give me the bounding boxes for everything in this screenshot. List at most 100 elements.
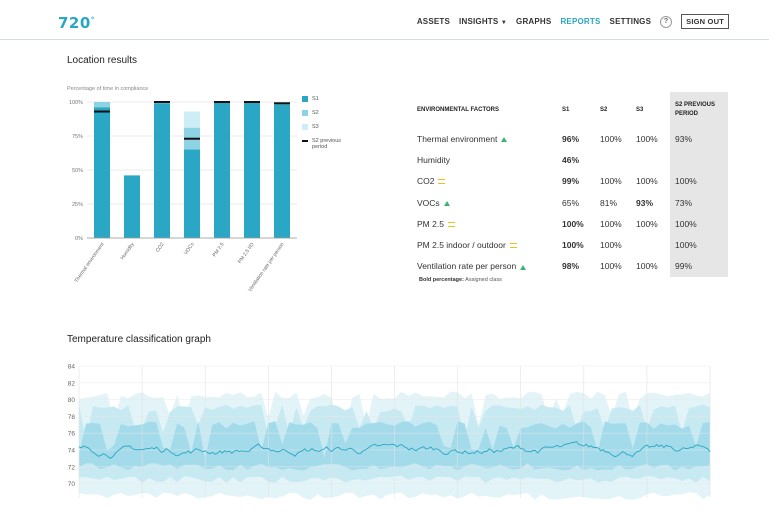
value-cell-s1: 100%	[562, 218, 584, 229]
x-tick-label: Thermal environment	[74, 241, 106, 284]
factor-cell: VOCs	[417, 192, 562, 213]
legend-item-s2: S2	[302, 110, 350, 116]
y-tick-label: 70	[68, 481, 76, 488]
trend-up-icon	[443, 200, 450, 206]
x-tick-label: PM 2.5 I/O	[237, 242, 256, 265]
factor-cell: PM 2.5 indoor / outdoor	[417, 234, 562, 255]
top-navigation-bar: 720° ASSETS INSIGHTS ▼ GRAPHS REPORTS SE…	[0, 0, 769, 40]
y-tick-label: 50%	[72, 168, 83, 174]
value-cell-s1: 46%	[562, 154, 580, 165]
value-cell-s2	[600, 149, 636, 170]
value-cell-prev	[670, 149, 728, 171]
app-logo[interactable]: 720°	[58, 14, 95, 32]
value-cell-s1: 100%	[562, 240, 584, 251]
x-tick-label: PM 2.5	[212, 242, 226, 259]
value-cell-s3: 100%	[636, 133, 658, 144]
compliance-y-axis-title: Percentage of time in compliance	[67, 86, 149, 92]
y-tick-label: 78	[68, 414, 76, 421]
bar-s1	[214, 102, 230, 238]
y-tick-label: 80	[68, 397, 76, 404]
nav-settings[interactable]: SETTINGS	[609, 17, 652, 26]
legend-swatch-s3	[302, 124, 308, 130]
trend-equal-icon	[509, 243, 517, 249]
table-row: Humidity 46%	[417, 149, 728, 171]
nav-graphs[interactable]: GRAPHS	[516, 17, 552, 26]
previous-period-marker	[274, 102, 290, 105]
value-cell-prev: 99%	[670, 255, 728, 278]
header-factors: ENVIRONMENTAL FACTORS	[417, 107, 500, 113]
legend-swatch-s2	[302, 110, 308, 116]
temperature-series-line	[78, 440, 711, 459]
value-cell-s2: 100%	[600, 133, 622, 144]
value-cell-s3: 93%	[636, 197, 654, 208]
legend-label-s2: S2	[312, 110, 319, 116]
header-s3: S3	[636, 107, 644, 113]
nav-insights[interactable]: INSIGHTS ▼	[459, 17, 507, 26]
factor-label: Thermal environment	[417, 133, 498, 144]
temperature-classification-chart: 70 72 74 76 78 80 82 84	[68, 364, 711, 500]
previous-period-marker	[94, 110, 110, 113]
value-cell-prev: 100%	[670, 170, 728, 192]
table-header-row: ENVIRONMENTAL FACTORS S1 S2 S3 S2 PREVIO…	[417, 92, 728, 128]
factor-cell: Thermal environment	[417, 128, 562, 149]
bar-s1	[184, 149, 200, 238]
environmental-factors-table: ENVIRONMENTAL FACTORS S1 S2 S3 S2 PREVIO…	[417, 92, 728, 278]
x-tick-label: Humidity	[120, 241, 136, 261]
value-cell-prev: 100%	[670, 234, 728, 256]
value-cell-prev: 73%	[670, 191, 728, 214]
previous-period-marker	[184, 137, 200, 140]
bar-s1	[154, 103, 170, 238]
nav-assets[interactable]: ASSETS	[416, 17, 451, 26]
x-tick-label: VOCs	[183, 241, 196, 256]
sign-out-button[interactable]: SIGN OUT	[681, 14, 729, 29]
nav-insights-label: INSIGHTS	[459, 17, 499, 26]
value-cell-s3: 100%	[636, 218, 658, 229]
factor-cell: CO2	[417, 171, 562, 192]
legend-swatch-s2-previous	[302, 140, 308, 142]
value-cell-s1: 96%	[562, 133, 580, 144]
value-cell-s2: 81%	[600, 197, 618, 208]
chevron-down-icon: ▼	[500, 20, 508, 26]
legend-label-s3: S3	[312, 124, 319, 130]
y-tick-label: 25%	[72, 202, 83, 208]
bar-s1	[94, 107, 110, 238]
header-s1: S1	[562, 107, 570, 113]
y-tick-label: 0%	[75, 236, 83, 242]
main-nav: ASSETS INSIGHTS ▼ GRAPHS REPORTS SETTING…	[417, 14, 729, 29]
value-cell-s3: 100%	[636, 176, 658, 187]
value-cell-prev: 93%	[670, 128, 728, 150]
header-s2: S2	[600, 107, 608, 113]
note-text: Assigned class	[465, 277, 502, 283]
x-tick-label: CO2	[155, 242, 166, 254]
x-tick-label: Ventilation rate per person	[247, 242, 286, 293]
bold-percentage-note: Bold percentage: Assigned class	[419, 277, 502, 283]
value-cell-s2: 100%	[600, 240, 622, 251]
y-tick-label: 75%	[72, 134, 83, 140]
bar-chart-legend: S1 S2 S3 S2 previous period	[302, 96, 350, 158]
y-tick-label: 72	[68, 464, 76, 471]
factor-label: PM 2.5 indoor / outdoor	[417, 240, 506, 251]
trend-up-icon	[520, 264, 527, 270]
legend-swatch-s1	[302, 96, 308, 102]
help-icon[interactable]: ?	[660, 15, 673, 28]
factor-cell: Humidity	[417, 149, 562, 170]
note-label: Bold percentage:	[419, 277, 464, 283]
factor-label: Humidity	[417, 154, 451, 165]
table-row: CO2 99% 100% 100% 100%	[417, 170, 728, 192]
y-tick-label: 76	[68, 431, 76, 438]
legend-label-s2-previous: S2 previous period	[312, 138, 342, 150]
y-tick-label: 82	[68, 380, 76, 387]
location-compliance-bar-chart: 0% 25% 50% 75% 100% Thermal environment Humidi…	[69, 100, 297, 293]
value-cell-s2: 100%	[600, 176, 622, 187]
factor-label: Ventilation rate per person	[417, 261, 517, 272]
nav-reports[interactable]: REPORTS	[560, 17, 601, 26]
temperature-graph-title: Temperature classification graph	[67, 334, 211, 345]
table-row: Thermal environment 96% 100% 100% 93%	[417, 128, 728, 150]
legend-label-s1: S1	[312, 96, 319, 102]
factor-label: VOCs	[417, 197, 440, 208]
trend-equal-icon	[447, 222, 455, 228]
value-cell-s3	[636, 149, 670, 170]
bar-s1	[244, 102, 260, 238]
y-tick-label: 84	[68, 364, 76, 371]
location-results-title: Location results	[67, 55, 138, 66]
